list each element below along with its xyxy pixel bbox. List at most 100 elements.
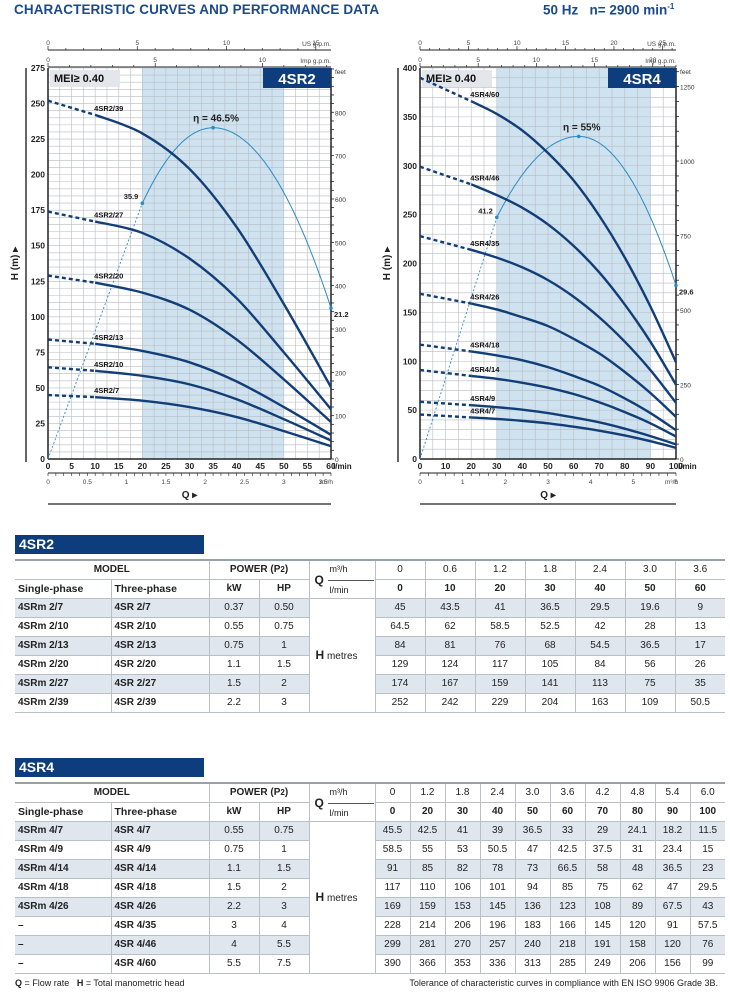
head-value: 78 (480, 859, 516, 879)
head-value: 54.5 (575, 636, 626, 656)
header-three-phase: Three-phase (111, 579, 210, 599)
table-row: 4SRm 2/7 4SR 2/7 0.37 0.50 H metres 45 43.5 41 3… (15, 598, 725, 713)
head-value: 353 (445, 954, 481, 974)
imp-gpm-axis-tick-label: 0 (46, 57, 50, 64)
head-value: 62 (620, 878, 656, 898)
hq-curve-dashed (47, 366, 96, 373)
q-lmin-cell: 20 (410, 802, 446, 822)
head-value: 214 (410, 916, 446, 936)
power-hp: 4 (259, 916, 310, 936)
y-tick-label: 0 (40, 454, 45, 464)
head-value: 17 (675, 636, 725, 656)
head-value: 94 (515, 878, 551, 898)
imp-gpm-axis-tick-label: 5 (153, 57, 157, 64)
three-phase-model: 4SR 2/20 (111, 655, 210, 675)
power-kw: 1.1 (209, 859, 260, 879)
curve-label: 4SR2/39 (94, 104, 123, 113)
head-value: 84 (375, 636, 426, 656)
x-unit-label: l/min (678, 462, 697, 471)
feet-tick-label: 700 (335, 154, 346, 161)
x-tick-label: 30 (185, 461, 195, 471)
q-m3h-cell: 3.0 (515, 782, 551, 803)
head-value: 33 (550, 821, 586, 841)
feet-tick-label: 200 (335, 370, 346, 377)
q-lmin-cell: 30 (445, 802, 481, 822)
imp-gpm-axis-tick-label: 20 (649, 57, 657, 64)
head-value: 169 (375, 897, 411, 917)
hq-curve-dashed (419, 76, 472, 103)
x-tick-label: 50 (543, 461, 553, 471)
hq-curve (470, 248, 677, 404)
mei-box (422, 70, 492, 87)
x-tick-label: 70 (594, 461, 604, 471)
frequency: 50 Hz (543, 2, 579, 18)
x-tick-label: 45 (256, 461, 266, 471)
power-kw: 4 (209, 935, 260, 955)
power-hp: 0.50 (259, 598, 310, 618)
head-value: 240 (515, 935, 551, 955)
q-m3h-cell: 1.8 (445, 782, 481, 803)
head-value: 123 (550, 897, 586, 917)
power-hp: 1 (259, 840, 310, 860)
h-unit: metres (326, 651, 358, 662)
head-value: 42 (575, 617, 626, 637)
three-phase-model: 4SR 4/46 (111, 935, 210, 955)
head-value: 31 (620, 840, 656, 860)
m3h-tick-label: 1.5 (161, 479, 170, 486)
frequency-speed: 50 Hz n= 2900 min-1 (543, 2, 674, 18)
single-phase-model: 4SRm 4/9 (15, 840, 112, 860)
x-tick-label: 40 (518, 461, 528, 471)
head-value: 299 (375, 935, 411, 955)
head-value: 76 (690, 935, 725, 955)
power-hp: 1.5 (259, 655, 310, 675)
head-value: 285 (550, 954, 586, 974)
head-value: 218 (550, 935, 586, 955)
hq-curve (471, 404, 677, 446)
power-hp: 1.5 (259, 859, 310, 879)
hq-curve (470, 100, 678, 363)
head-value: 145 (480, 897, 516, 917)
us-gpm-axis-tick-label: 0 (418, 40, 422, 47)
efficiency-point (495, 215, 499, 220)
head-value: 50.5 (675, 693, 725, 713)
y-tick-label: 25 (36, 418, 46, 428)
x-tick-label: 25 (161, 461, 171, 471)
y-axis-title: H (m) ▸ (10, 246, 21, 280)
head-value: 110 (410, 878, 446, 898)
head-value: 35 (675, 674, 725, 694)
efficiency-point (140, 201, 145, 206)
curve-label: 4SR4/35 (470, 239, 499, 248)
us-gpm-axis-tick-label: 5 (467, 40, 471, 47)
q-lmin-cell: 90 (655, 802, 691, 822)
power-hp: 7.5 (259, 954, 310, 974)
curve-label: 4SR2/20 (94, 272, 123, 281)
single-phase-model: 4SRm 2/10 (15, 617, 112, 637)
header-power: POWER (P2) (209, 782, 310, 803)
m3h-tick-label: 0 (46, 479, 50, 486)
head-value: 204 (525, 693, 576, 713)
head-value: 390 (375, 954, 411, 974)
head-value: 336 (480, 954, 516, 974)
speed: n= 2900 min (589, 2, 668, 18)
table-4sr4-title: 4SR4 (15, 758, 204, 777)
table-row: 4SRm 4/9 4SR 4/9 0.75 1 58.5 55 53 50.5 47 42.5 37… (15, 840, 725, 860)
power-kw: 0.55 (209, 821, 260, 841)
y-tick-label: 125 (31, 276, 45, 286)
efficiency-curve-dashed (47, 203, 143, 460)
x-tick-label: 20 (466, 461, 476, 471)
power-hp: 2 (259, 674, 310, 694)
q-m3h-cell: 4.8 (620, 782, 656, 803)
table-row: 4SRm 4/7 4SR 4/7 0.55 0.75 H metres 45.5 42.5 4… (15, 821, 725, 974)
model-badge (263, 68, 331, 88)
x-tick-label: 60 (569, 461, 579, 471)
hq-curve-dashed (419, 400, 472, 407)
m3h-tick-label: 3.5 (319, 479, 328, 486)
curve-label: 4SR4/14 (470, 365, 500, 374)
mei-box (50, 70, 120, 87)
m3h-tick-label: 2 (203, 479, 207, 486)
table-row: –4SR 4/35 3 4 228 214 206 196 183 166 145 120 91 57.… (15, 916, 725, 936)
q-lmin-cell: 80 (620, 802, 656, 822)
y-tick-label: 250 (31, 99, 45, 109)
hq-curve-dashed (47, 210, 96, 223)
